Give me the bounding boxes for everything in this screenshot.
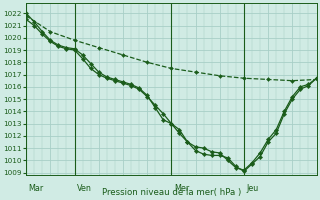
Text: Ven: Ven (77, 184, 92, 193)
X-axis label: Pression niveau de la mer( hPa ): Pression niveau de la mer( hPa ) (102, 188, 241, 197)
Text: Jeu: Jeu (246, 184, 259, 193)
Text: Mar: Mar (28, 184, 44, 193)
Text: Mer: Mer (174, 184, 189, 193)
